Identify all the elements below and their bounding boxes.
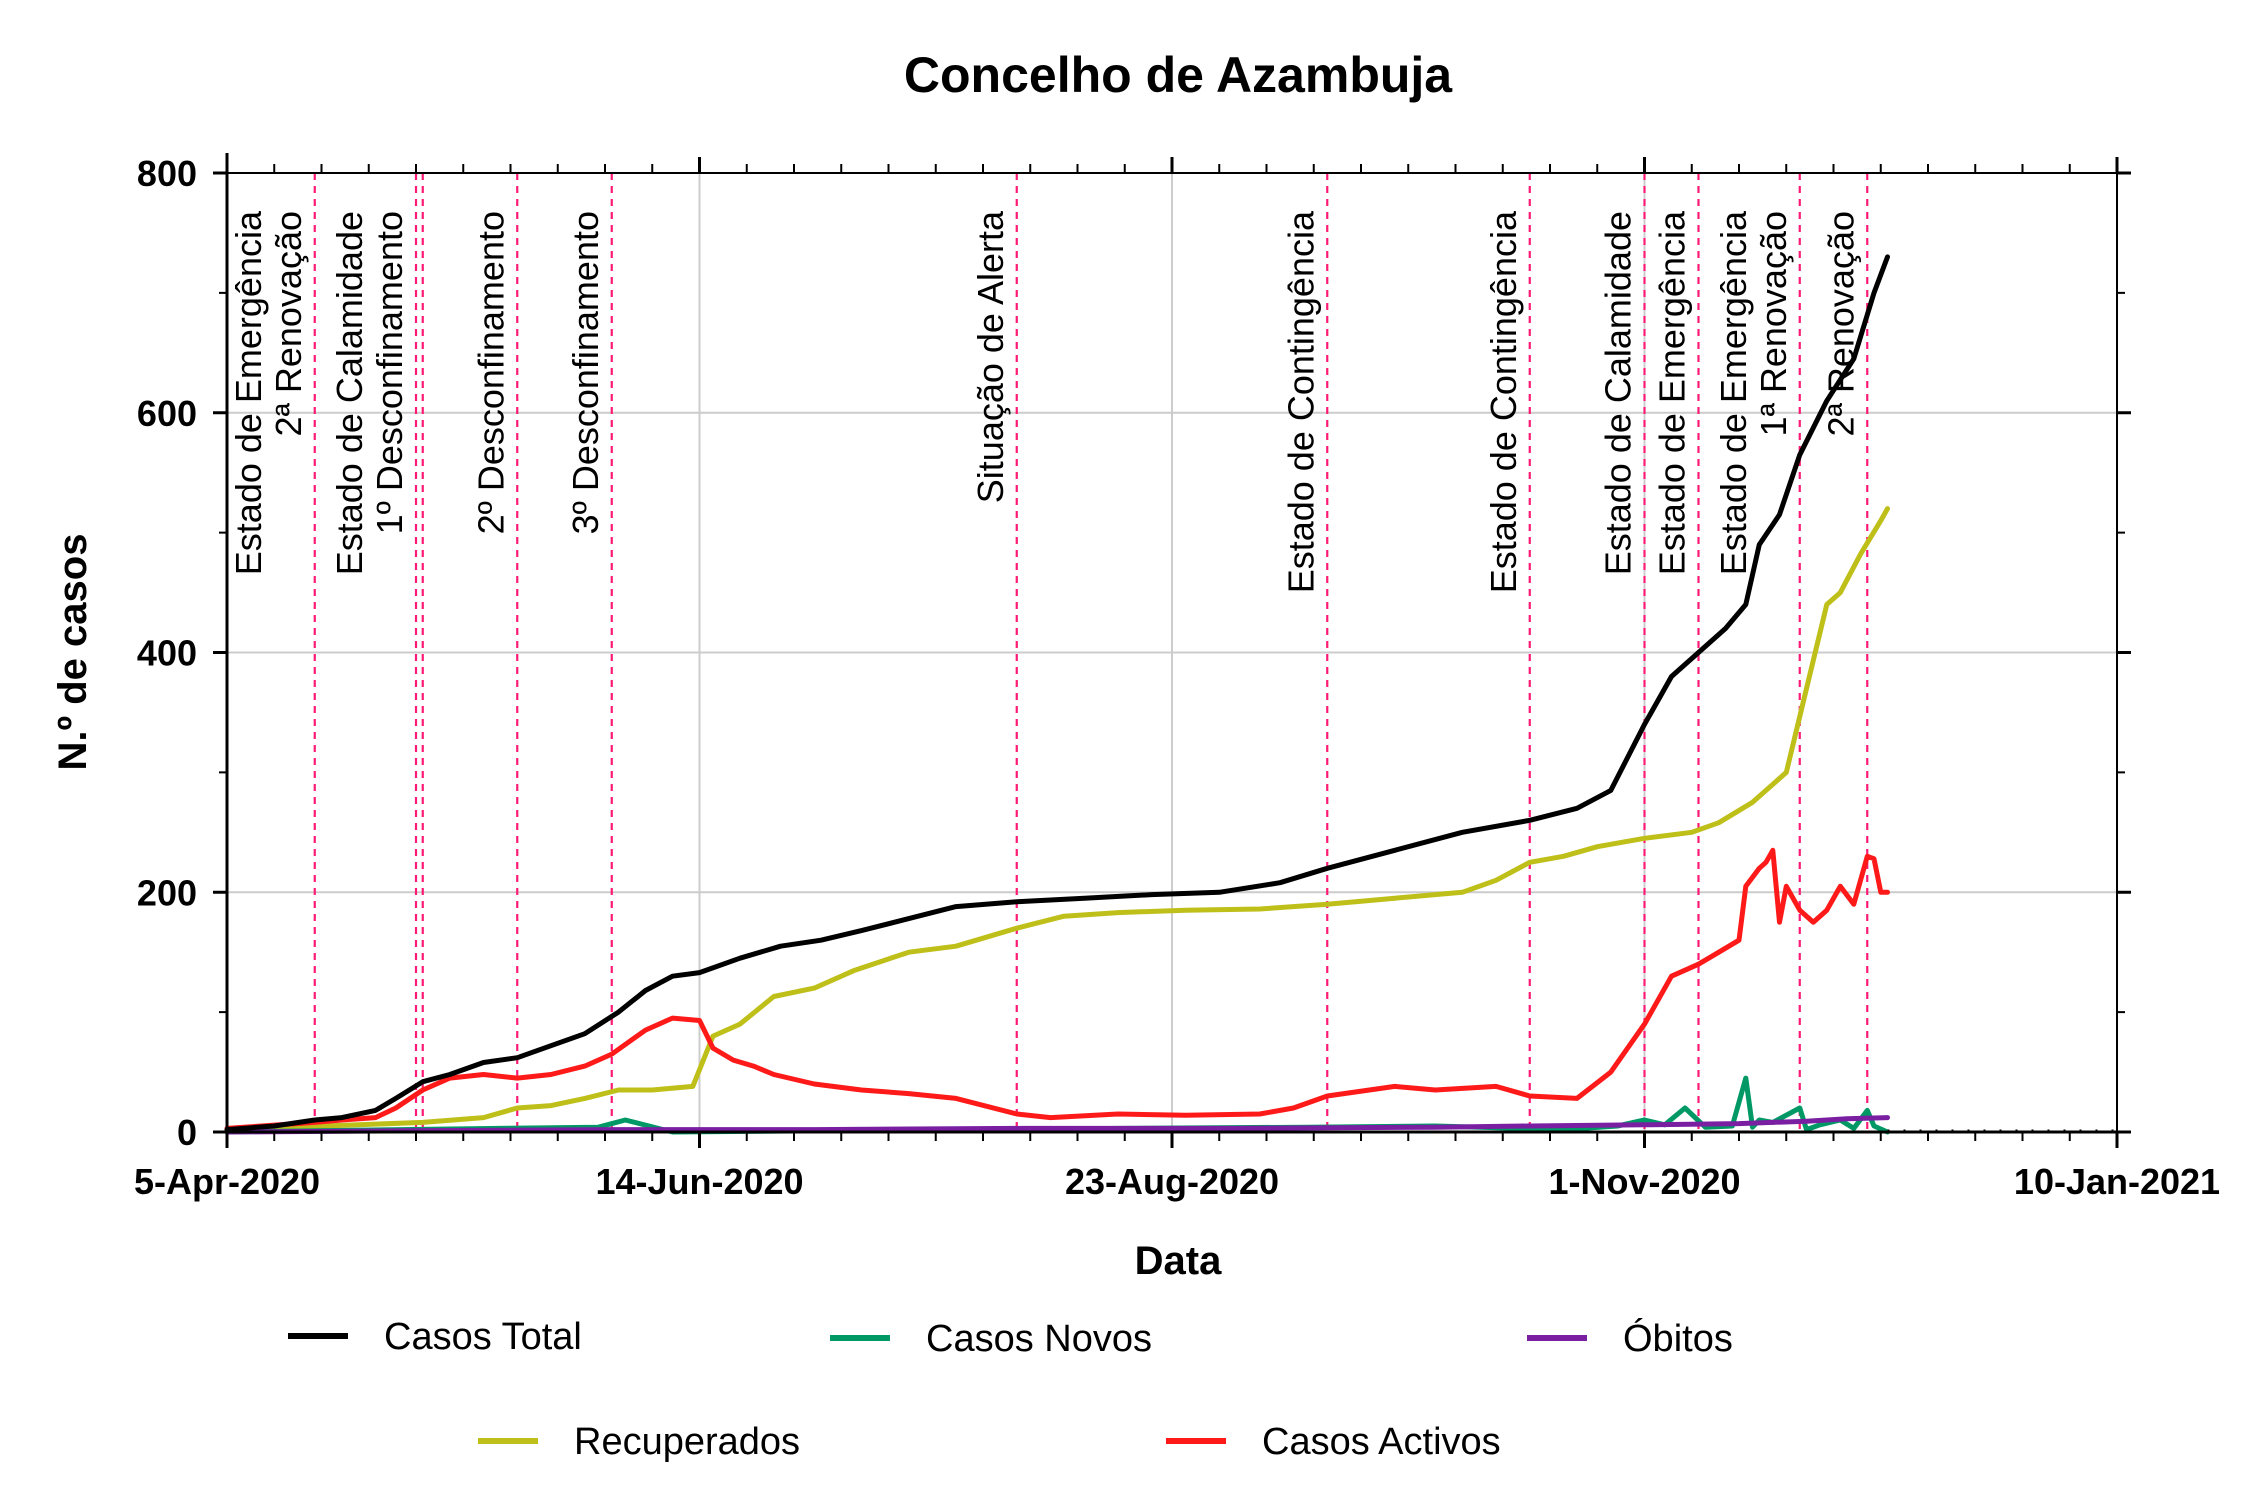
y-axis-label: N.º de casos (51, 534, 95, 771)
x-tick-label: 5-Apr-2020 (134, 1161, 320, 1202)
x-axis-label: Data (1135, 1239, 1222, 1283)
series-line (224, 254, 1890, 1133)
y-tick-label: 400 (137, 633, 197, 674)
event-label: Estado de Contingência (1280, 210, 1321, 593)
y-tick-label: 600 (137, 393, 197, 434)
event-label: Estado de Emergência (1652, 210, 1693, 575)
event-label: Estado de Calamidade (1598, 211, 1639, 575)
x-tick-label: 10-Jan-2021 (2014, 1161, 2220, 1202)
event-label: Estado de Calamidade (329, 211, 370, 575)
event-label: Situação de Alerta (970, 210, 1011, 503)
chart-title: Concelho de Azambuja (904, 47, 1453, 103)
event-label: Estado de Emergência (228, 210, 269, 575)
event-label: Estado de Contingência (1483, 210, 1524, 593)
event-label: Estado de Emergência (1713, 210, 1754, 575)
event-label: 2ª Renovação (268, 211, 309, 436)
series-line (224, 506, 1890, 1133)
legend: Casos Total Casos Novos Óbitos Recuperados C… (288, 1316, 1733, 1463)
event-markers: Estado de Emergência 2ª Renovação Estado d… (228, 173, 1869, 1132)
y-tick-label: 0 (177, 1112, 197, 1153)
axes: 0 200 400 600 800 5-Apr-2020 14-Jun-2020 23-Aug… (134, 153, 2220, 1202)
x-tick-label: 23-Aug-2020 (1065, 1161, 1279, 1202)
event-label: 1º Desconfinamento (369, 211, 410, 534)
y-tick-label: 200 (137, 872, 197, 913)
series-line (224, 847, 1890, 1131)
x-tick-label: 14-Jun-2020 (595, 1161, 803, 1202)
event-label: 2º Desconfinamento (470, 211, 511, 534)
legend-label: Recuperados (574, 1421, 800, 1463)
event-label: 3º Desconfinamento (565, 211, 606, 534)
y-tick-label: 800 (137, 153, 197, 194)
x-tick-label: 1-Nov-2020 (1548, 1161, 1740, 1202)
legend-label: Casos Novos (926, 1318, 1152, 1360)
event-label: 1ª Renovação (1753, 211, 1794, 436)
series-line (224, 1115, 1890, 1135)
legend-label: Casos Activos (1262, 1421, 1501, 1463)
legend-label: Casos Total (384, 1316, 582, 1358)
legend-label: Óbitos (1623, 1317, 1733, 1360)
